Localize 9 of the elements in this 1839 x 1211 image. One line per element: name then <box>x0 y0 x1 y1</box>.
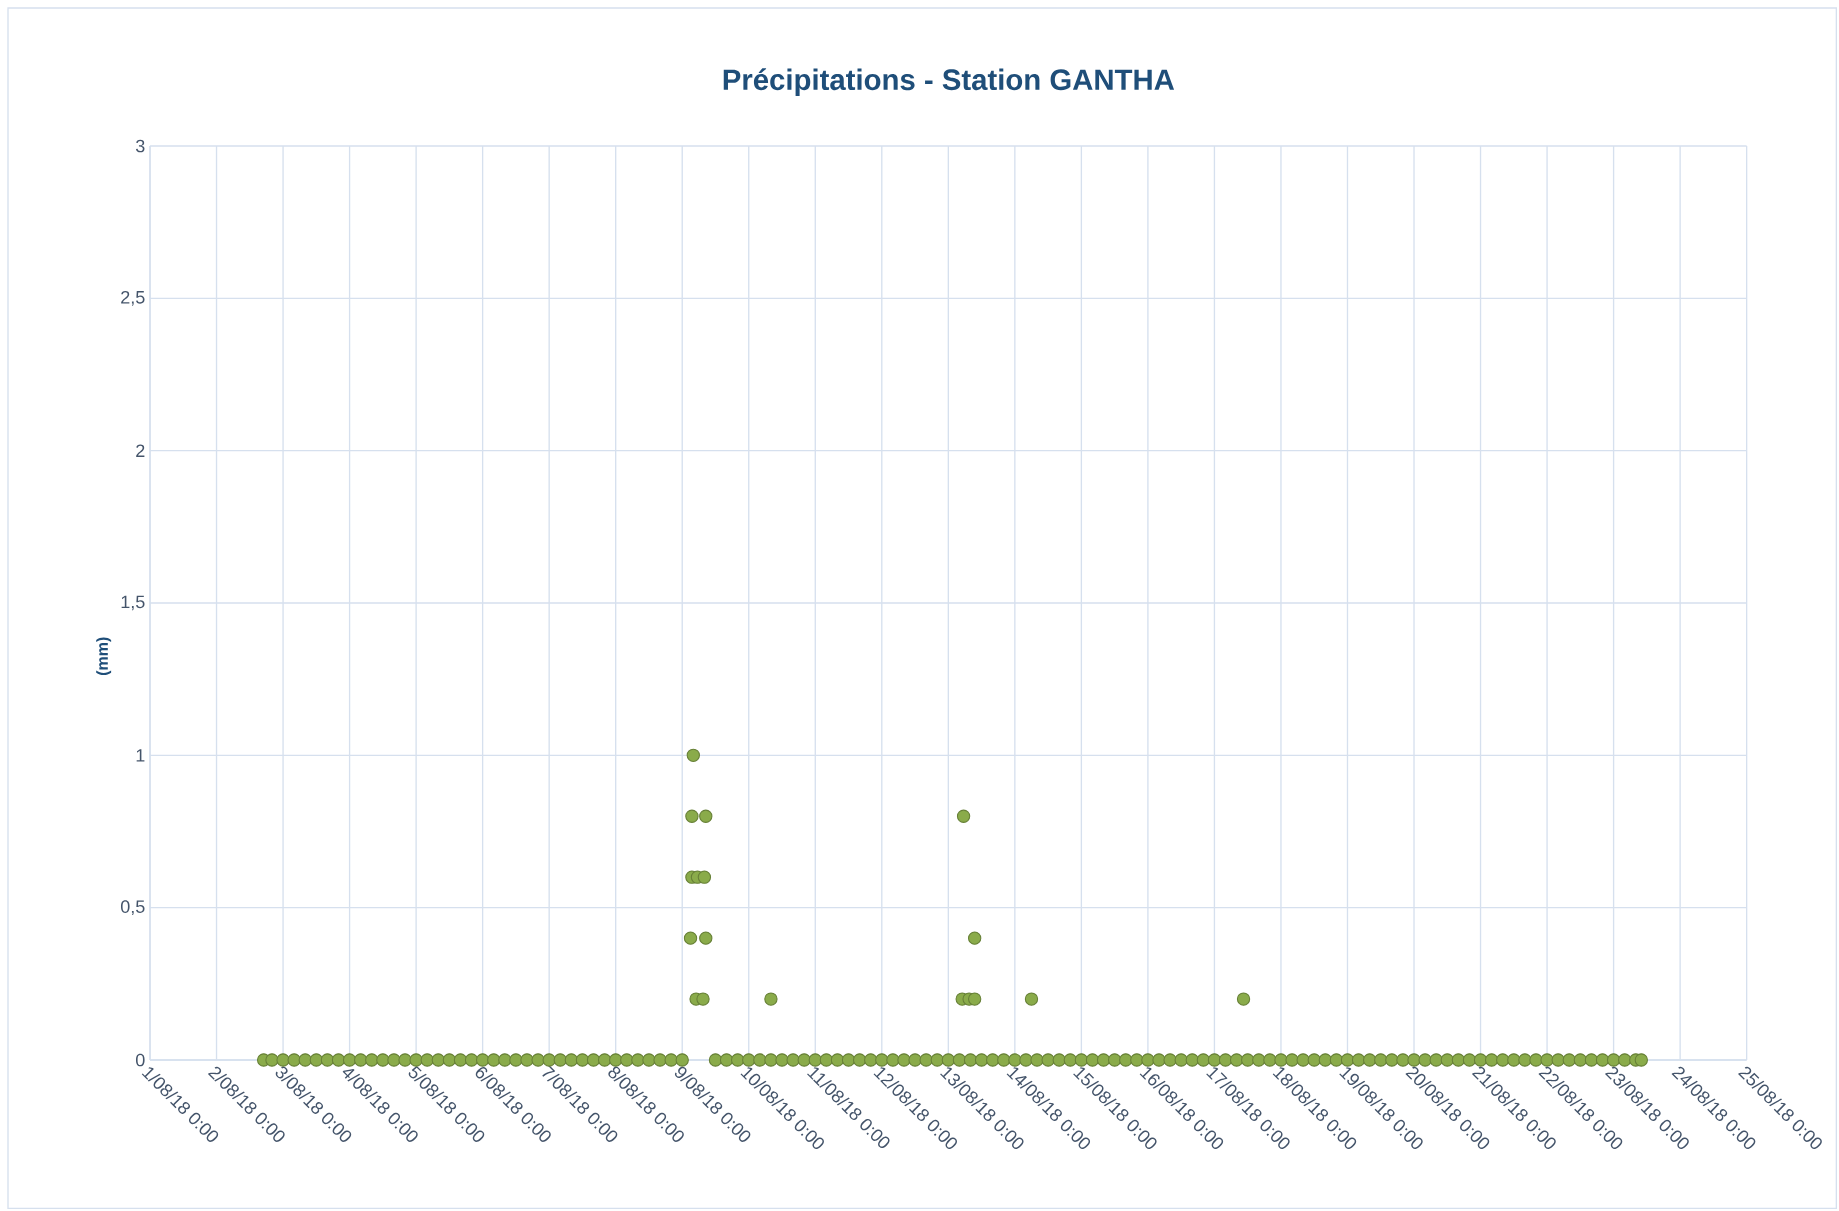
y-tick-label: 2 <box>136 444 145 457</box>
y-tick-label: 1,5 <box>121 595 145 611</box>
y-axis-title: (mm) <box>96 637 112 676</box>
y-tick-label: 1 <box>136 749 145 762</box>
y-tick-label: 0 <box>135 1053 145 1067</box>
y-tick-label: 0,5 <box>120 900 145 916</box>
y-tick-label: 3 <box>135 139 145 153</box>
y-tick-label: 2,5 <box>121 290 145 306</box>
chart-title: Précipitations - Station GANTHA <box>723 68 1175 96</box>
